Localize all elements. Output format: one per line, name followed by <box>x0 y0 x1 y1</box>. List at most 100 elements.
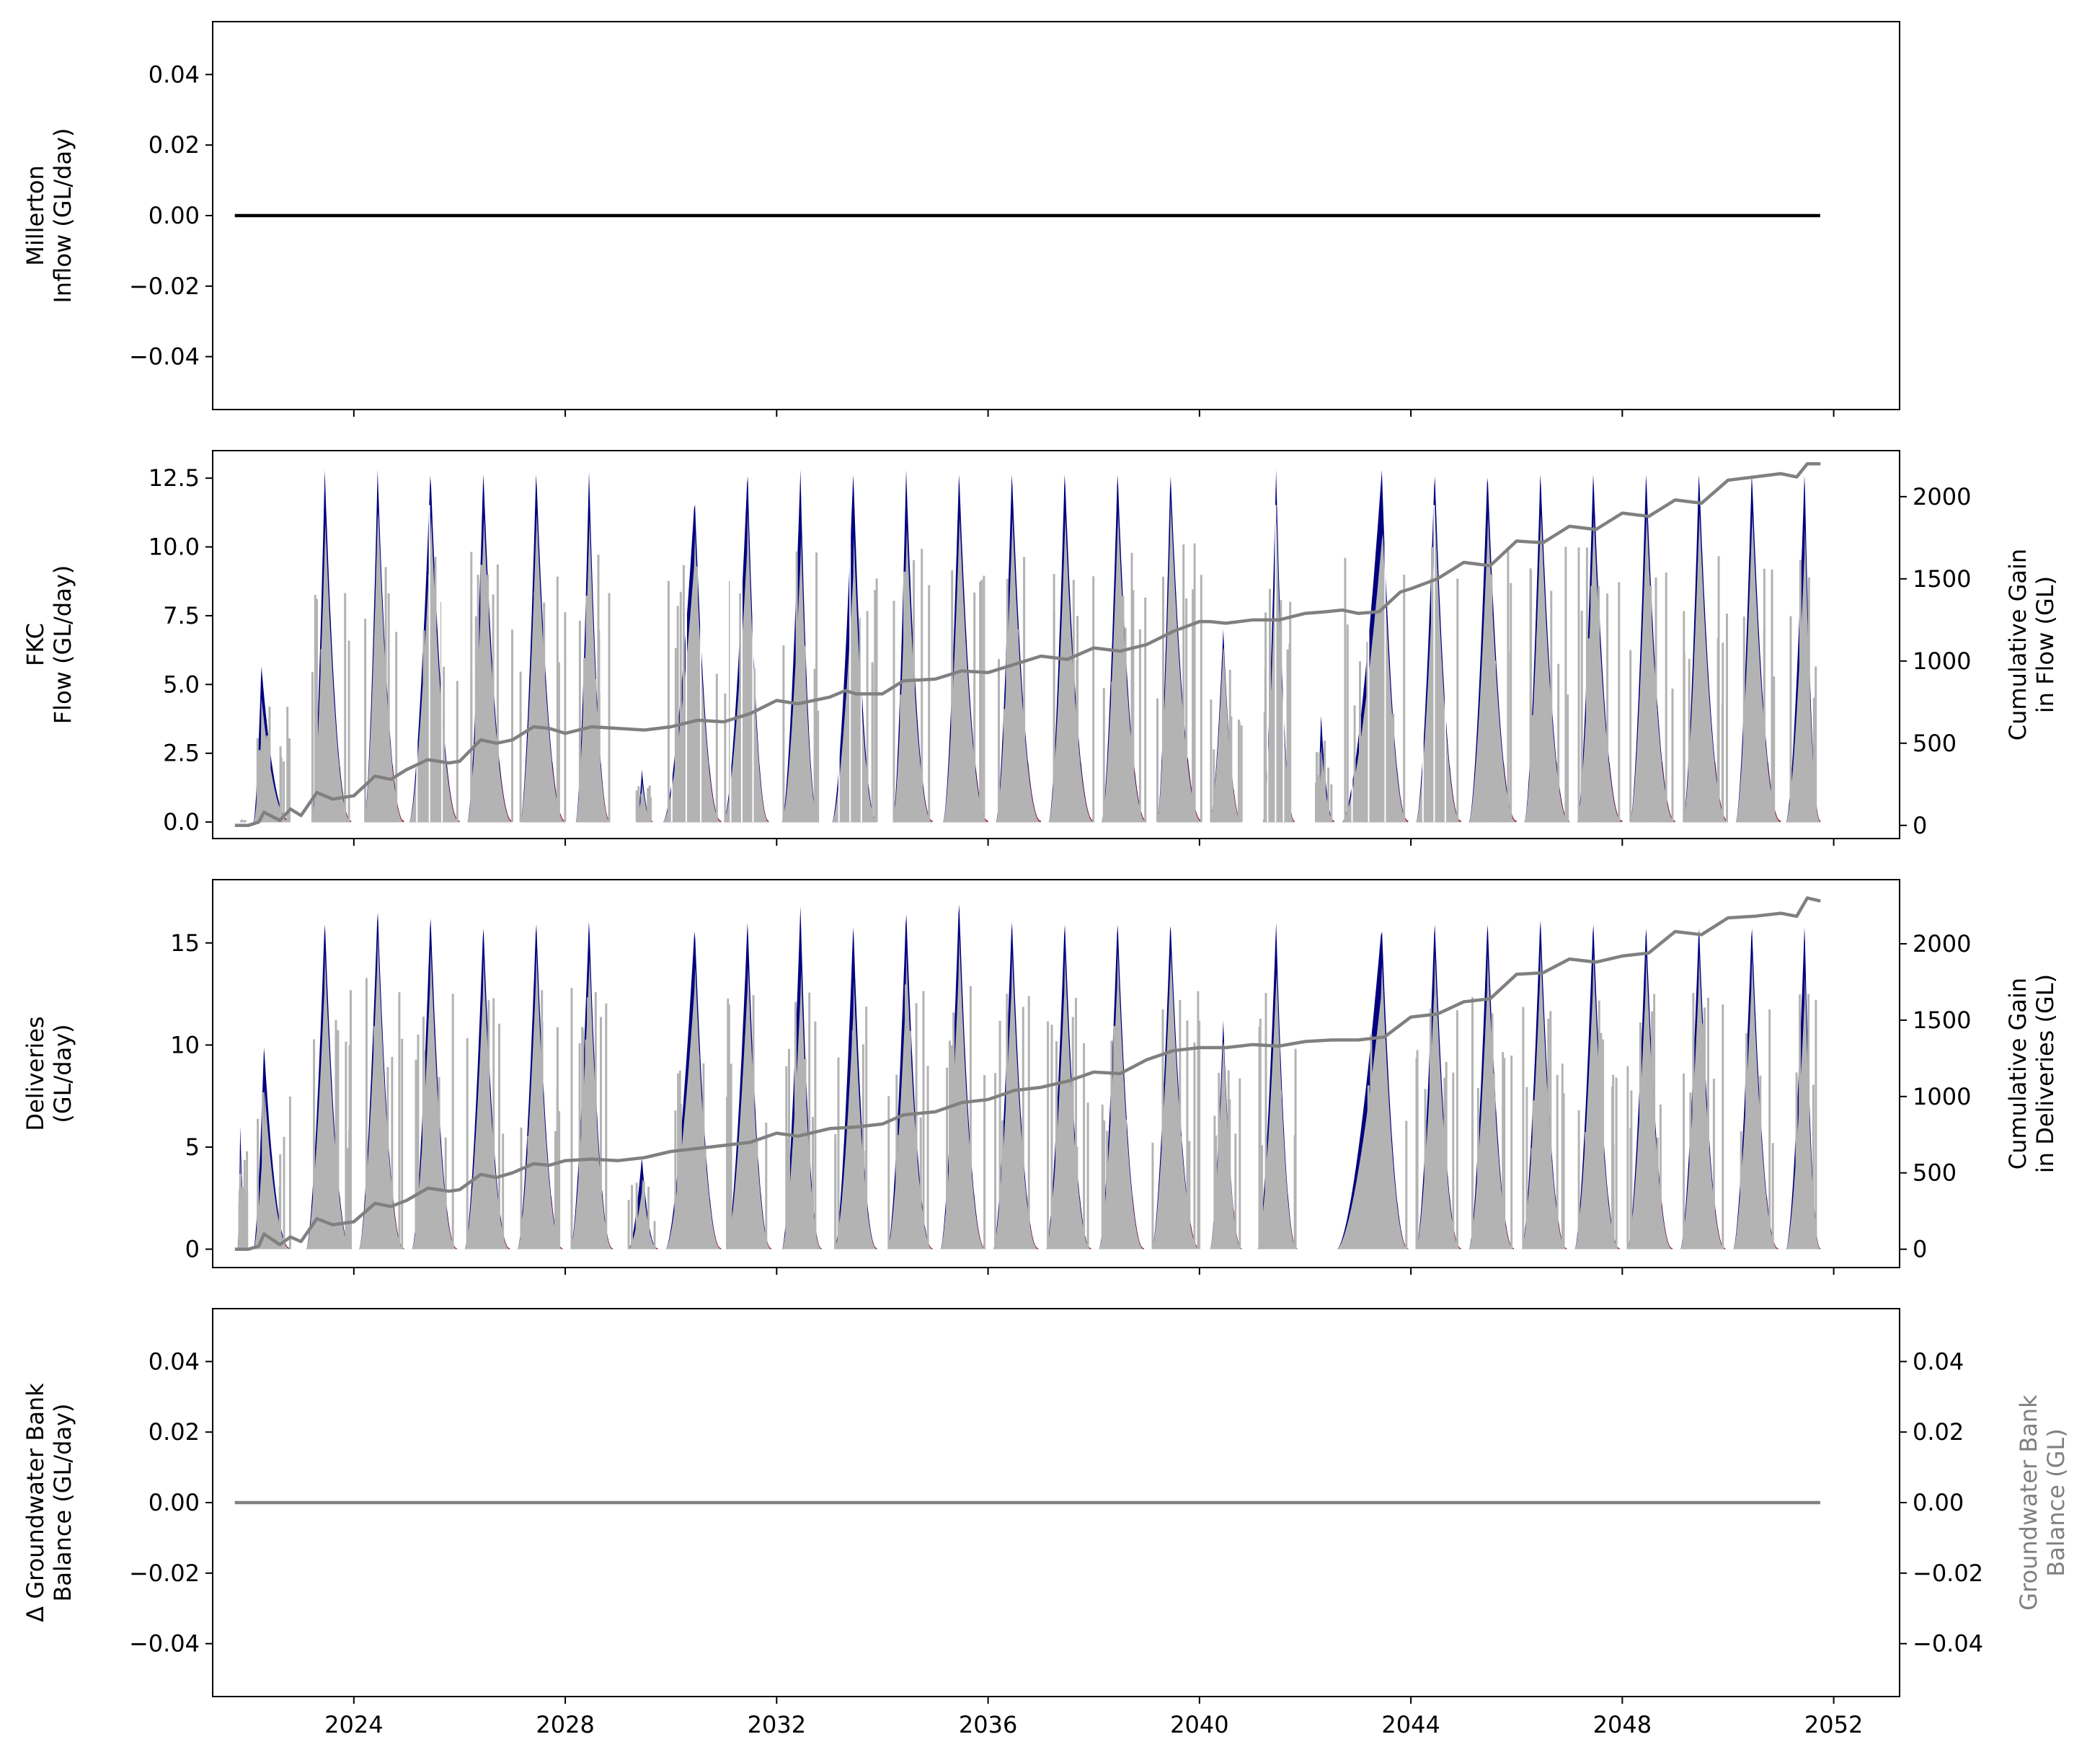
y-right-axis-label: Cumulative Gainin Deliveries (GL) <box>2004 974 2059 1173</box>
y-right-tick-label: 1500 <box>1913 1007 1971 1034</box>
y-axis-label-line: Balance (GL/day) <box>49 1403 76 1601</box>
y-tick-label: 7.5 <box>163 602 200 629</box>
y-tick-label: 10.0 <box>149 534 200 561</box>
baseline-area <box>1786 975 1821 1250</box>
x-tick-label: 2040 <box>1170 1711 1228 1738</box>
baseline-area <box>1048 516 1094 823</box>
y-axis-label-line: Inflow (GL/day) <box>49 128 76 303</box>
y-tick-label: −0.02 <box>129 273 200 300</box>
baseline-area <box>306 953 352 1250</box>
y-tick-label: 15 <box>170 929 200 957</box>
baseline-area <box>1630 513 1675 823</box>
y-tick-label: 0.0 <box>163 808 200 836</box>
baseline-area <box>781 536 819 823</box>
panel-groundwater: 0.04 0.02 0.00 −0.02 −0.04 0.04 0.02 0.00 −0.02 −… <box>22 1308 2070 1738</box>
y-tick-label: 0.02 <box>149 131 200 159</box>
y-tick-label: 5.0 <box>163 671 200 698</box>
baseline-area <box>364 511 404 823</box>
baseline-area <box>832 536 877 823</box>
baseline-area <box>1786 526 1821 823</box>
baseline-area <box>575 518 611 823</box>
x-tick-label: 2028 <box>536 1711 594 1738</box>
baseline-area <box>1099 950 1144 1250</box>
y-tick-label: −0.04 <box>129 343 200 371</box>
y-right-tick-label: 0.04 <box>1913 1348 1964 1375</box>
y-right-axis-label: Groundwater BankBalance (GL) <box>2015 1394 2070 1611</box>
baseline-area <box>1337 963 1409 1250</box>
x-tick-label: 2044 <box>1381 1711 1440 1738</box>
baseline-area <box>1627 954 1673 1250</box>
baseline-area <box>1157 500 1202 823</box>
plot-area-fkc <box>234 461 1821 828</box>
y-right-tick-label: −0.04 <box>1913 1630 1983 1658</box>
cumulative-gain-line <box>234 461 1821 828</box>
y-right-tick-label: 2000 <box>1913 930 1971 958</box>
y-right-tick-label: 1000 <box>1913 1083 1971 1110</box>
y-right-tick-label: 2000 <box>1913 483 1971 510</box>
baseline-area <box>570 958 613 1250</box>
panel-millerton: 0.04 0.02 0.00 −0.02 −0.04 MillertonInflow (G… <box>22 21 1900 417</box>
baseline-area <box>1522 947 1567 1250</box>
y-tick-label: 5 <box>185 1133 200 1161</box>
y-axis-label-line: Deliveries <box>22 1016 49 1131</box>
baseline-area <box>1736 513 1781 823</box>
y-tick-label: 10 <box>170 1031 200 1058</box>
baseline-area <box>467 516 513 823</box>
y-right-tick-label: 1000 <box>1913 647 1971 675</box>
y-right-tick-label: −0.02 <box>1913 1560 1983 1587</box>
cumulative-gain-line <box>234 896 1821 1251</box>
y-tick-label: 12.5 <box>149 464 200 492</box>
y-tick-label: 0.00 <box>149 1489 200 1516</box>
baseline-area <box>781 969 822 1250</box>
x-tick-label: 2032 <box>748 1711 806 1738</box>
baseline-area <box>520 513 566 823</box>
y-right-tick-label: 0 <box>1913 1236 1927 1263</box>
y-right-axis-label-line: in Deliveries (GL) <box>2032 974 2059 1173</box>
y-tick-label: 0.02 <box>149 1418 200 1446</box>
x-tick-label: 2036 <box>959 1711 1017 1738</box>
y-right-axis-label-line: Balance (GL) <box>2042 1428 2070 1576</box>
y-axis-label-line: (GL/day) <box>49 1024 76 1123</box>
y-axis-label: Δ Groundwater BankBalance (GL/day) <box>22 1383 76 1622</box>
y-right-tick-label: 500 <box>1913 1159 1957 1187</box>
baseline-area <box>359 935 404 1250</box>
y-right-tick-label: 1500 <box>1913 565 1971 593</box>
baseline-area <box>1257 972 1298 1250</box>
y-axis-label: MillertonInflow (GL/day) <box>22 128 76 303</box>
x-tick-label: 2052 <box>1804 1711 1863 1738</box>
baseline-area <box>1524 513 1569 823</box>
baseline-area <box>1210 647 1242 823</box>
baseline-area <box>835 980 877 1250</box>
y-right-tick-label: 0 <box>1913 812 1927 839</box>
plot-area-deliveries <box>234 896 1821 1251</box>
baseline-area <box>253 697 291 823</box>
axes-frame <box>212 879 1900 1268</box>
y-right-axis-label-line: in Flow (GL) <box>2032 576 2059 713</box>
panel-deliveries: 0 5 10 15 0 500 1000 1500 2000 Deliveries(GL/day)… <box>22 879 2059 1275</box>
y-axis-label-line: FKC <box>22 623 49 666</box>
y-right-axis-label-line: Cumulative Gain <box>2004 549 2032 740</box>
y-tick-label: 0.04 <box>149 61 200 88</box>
y-tick-label: −0.02 <box>129 1560 200 1587</box>
baseline-area <box>1733 954 1778 1250</box>
y-tick-label: 0.00 <box>149 202 200 229</box>
y-axis-label-line: Δ Groundwater Bank <box>22 1383 49 1622</box>
y-tick-label: 2.5 <box>163 740 200 767</box>
y-right-axis-label-line: Cumulative Gain <box>2004 978 2032 1169</box>
y-tick-label: 0.04 <box>149 1348 200 1375</box>
baseline-area <box>726 966 771 1250</box>
y-right-axis-label-line: Groundwater Bank <box>2015 1394 2042 1611</box>
y-axis-label: FKCFlow (GL/day) <box>22 565 76 724</box>
panel-fkc: 0.0 2.5 5.0 7.5 10.0 12.5 0 500 1000 1500 2000 FKCF… <box>22 450 2059 846</box>
axes-frame <box>212 450 1900 839</box>
y-axis-label-line: Millerton <box>22 165 49 266</box>
y-tick-label: 0 <box>185 1236 200 1263</box>
y-right-axis-label: Cumulative Gainin Flow (GL) <box>2004 549 2059 740</box>
baseline-area <box>1342 533 1409 823</box>
y-tick-label: −0.04 <box>129 1630 200 1658</box>
x-tick-label: 2048 <box>1593 1711 1652 1738</box>
baseline-area <box>1683 513 1728 823</box>
baseline-area <box>993 952 1039 1250</box>
y-right-tick-label: 0.02 <box>1913 1418 1964 1446</box>
y-axis-label-line: Flow (GL/day) <box>49 565 76 724</box>
